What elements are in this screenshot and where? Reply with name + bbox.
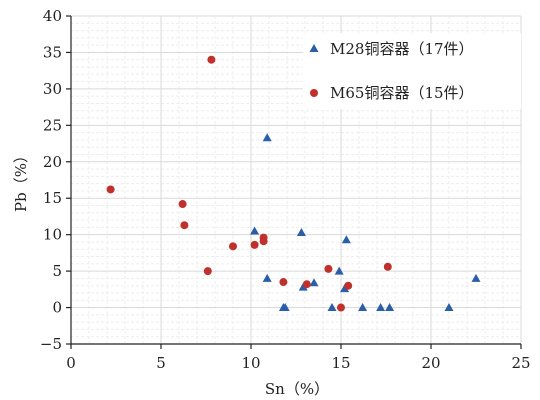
data-point-m28 bbox=[298, 282, 308, 291]
data-point-m28 bbox=[280, 303, 290, 312]
data-point-m28 bbox=[376, 303, 386, 312]
data-point-m28 bbox=[262, 133, 272, 142]
x-tick-label: 0 bbox=[66, 354, 76, 372]
major-grid bbox=[71, 15, 522, 344]
legend-circle-icon bbox=[310, 89, 318, 97]
data-point-m28 bbox=[341, 235, 351, 244]
data-point-m65 bbox=[229, 242, 237, 251]
data-point-m65 bbox=[344, 281, 353, 290]
data-point-m65 bbox=[302, 280, 311, 289]
x-tick-label: 10 bbox=[241, 354, 260, 372]
y-tick-label: 20 bbox=[43, 153, 62, 171]
data-point-m28 bbox=[334, 266, 344, 275]
data-point-m65 bbox=[259, 237, 268, 246]
axes bbox=[66, 15, 522, 349]
data-point-m28 bbox=[444, 303, 454, 312]
legend: M28铜容器（17件） M65铜容器（15件） bbox=[309, 40, 474, 102]
x-tick-label: 25 bbox=[511, 354, 530, 372]
data-point-m28 bbox=[262, 273, 272, 282]
x-axis-title: Sn（%） bbox=[265, 380, 329, 398]
y-tick-label: 0 bbox=[52, 299, 62, 317]
y-tick-label: 10 bbox=[43, 226, 62, 244]
data-point-m28 bbox=[327, 303, 337, 312]
legend-triangle-icon bbox=[309, 44, 319, 52]
legend-label-m28: M28铜容器（17件） bbox=[330, 40, 474, 58]
data-point-m28 bbox=[340, 284, 350, 293]
data-point-m65 bbox=[383, 262, 392, 271]
legend-box bbox=[303, 33, 521, 109]
y-tick-label: 15 bbox=[43, 189, 62, 207]
data-point-m28 bbox=[309, 278, 319, 287]
x-tick-label: 20 bbox=[421, 354, 440, 372]
data-point-m65 bbox=[106, 185, 115, 194]
data-point-m28 bbox=[385, 303, 395, 312]
y-axis-title: Pb（%） bbox=[12, 148, 30, 212]
data-point-m28 bbox=[471, 273, 481, 282]
legend-label-m65: M65铜容器（15件） bbox=[330, 84, 474, 102]
y-tick-label: 30 bbox=[43, 80, 62, 98]
x-tick-labels: 0 5 10 15 20 25 bbox=[66, 354, 530, 372]
data-point-m65 bbox=[203, 267, 212, 276]
y-tick-label: −5 bbox=[40, 335, 62, 353]
data-point-m65 bbox=[324, 264, 333, 273]
data-points bbox=[106, 55, 481, 312]
x-tick-label: 5 bbox=[156, 354, 166, 372]
y-tick-label: 5 bbox=[52, 262, 62, 280]
data-point-m65 bbox=[337, 303, 345, 312]
data-point-m65 bbox=[250, 240, 259, 249]
data-point-m65 bbox=[180, 221, 189, 230]
y-tick-label: 40 bbox=[43, 7, 62, 25]
y-tick-label: 25 bbox=[43, 116, 62, 134]
data-point-m28 bbox=[358, 303, 368, 312]
y-tick-labels: −5 0 5 10 15 20 25 30 35 40 bbox=[40, 7, 62, 353]
data-point-m28 bbox=[296, 227, 306, 236]
data-point-m65 bbox=[279, 278, 288, 287]
data-point-m65 bbox=[178, 200, 187, 209]
x-tick-label: 15 bbox=[331, 354, 350, 372]
data-point-m28 bbox=[250, 226, 260, 235]
y-tick-label: 35 bbox=[43, 43, 62, 61]
data-point-m65 bbox=[207, 55, 216, 64]
